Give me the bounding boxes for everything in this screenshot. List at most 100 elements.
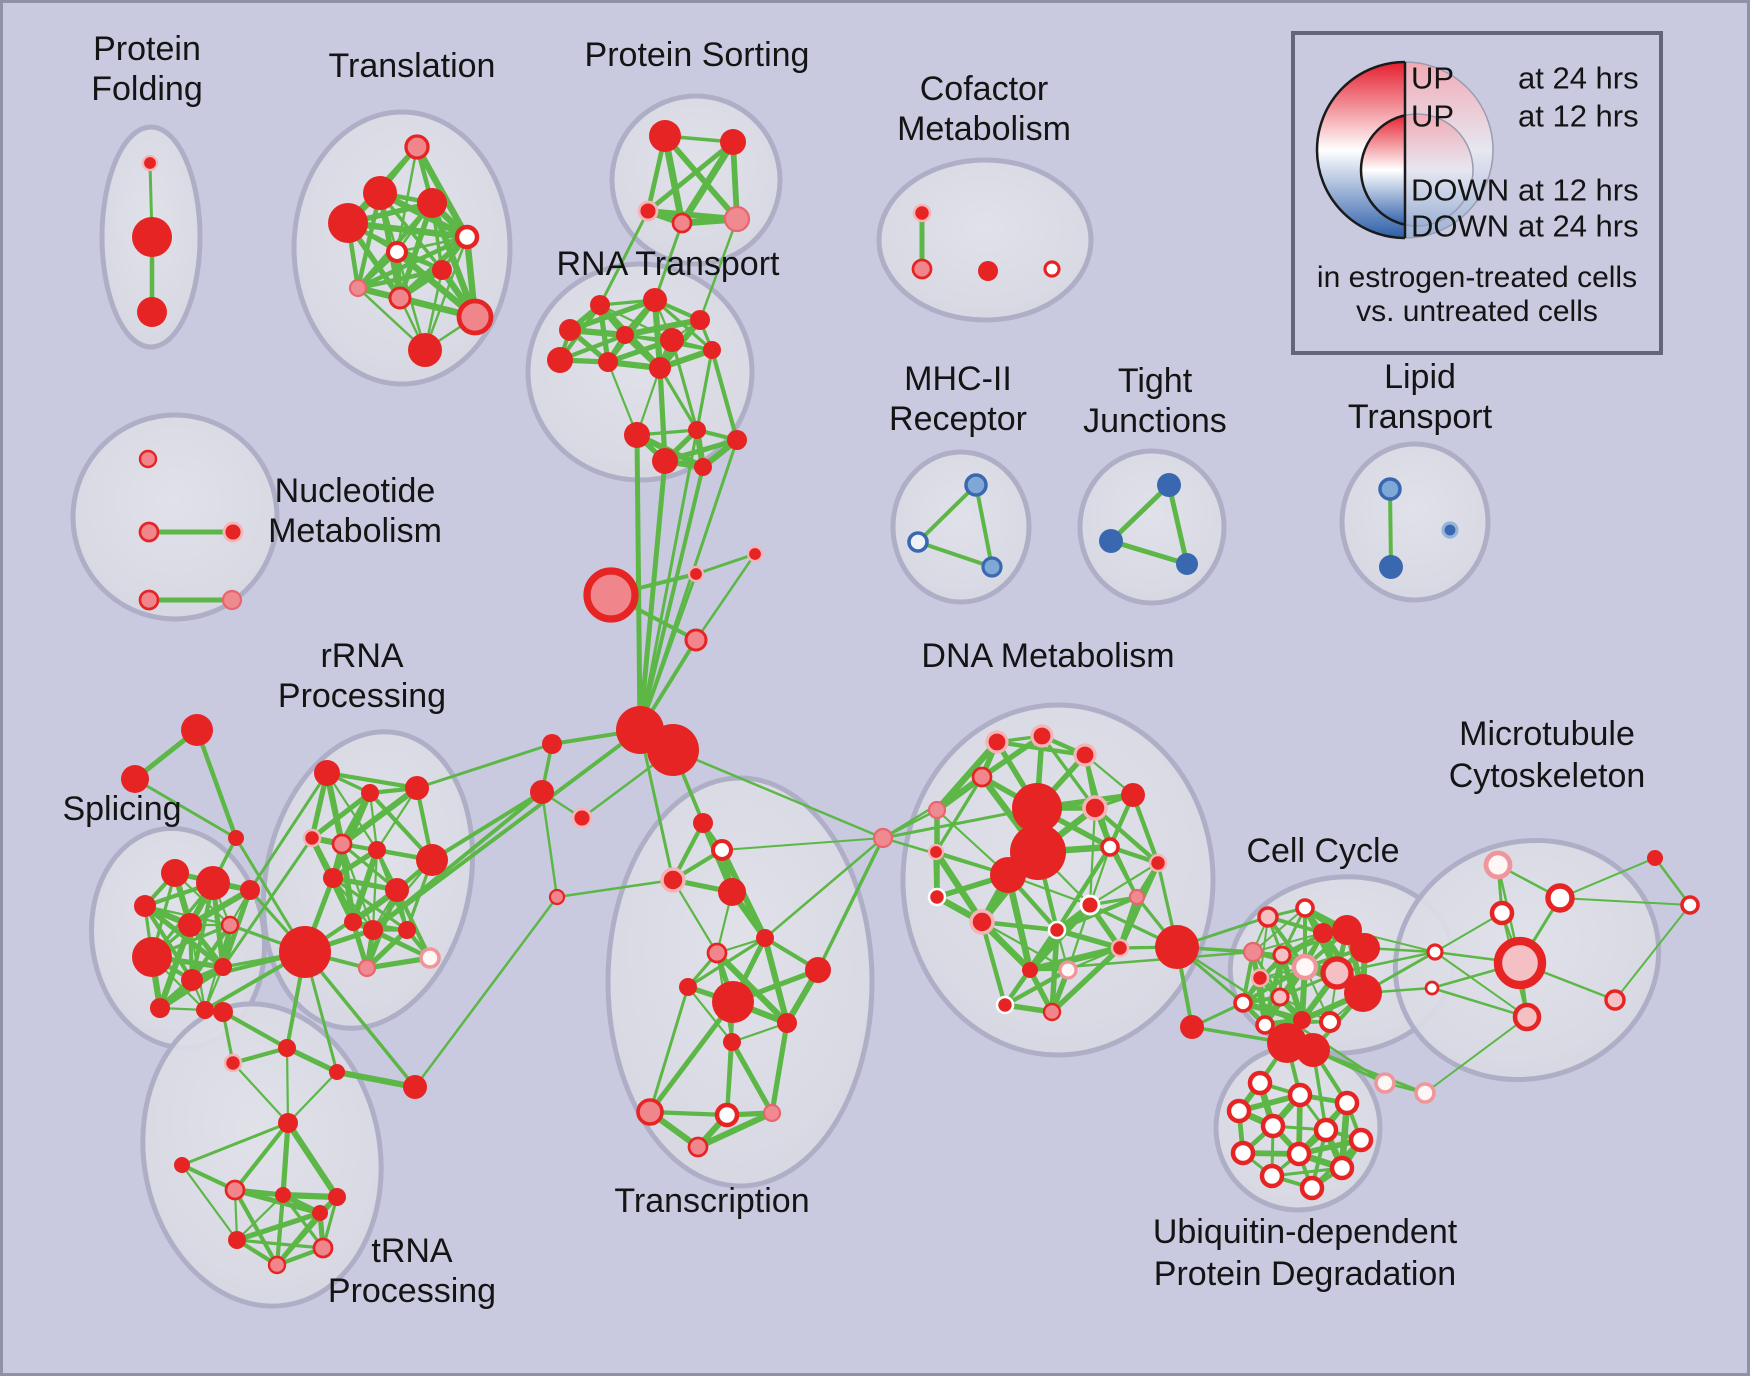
edge-dna [1054,927,1123,951]
cluster-label-rrna: Processing [278,677,446,715]
gene-set-node-dna-17 [1047,920,1067,940]
gene-set-node-trans-12 [714,1102,740,1128]
inter-cluster-edge [634,432,643,733]
gene-set-node-spl-1 [196,866,230,900]
gene-set-node-trans-11 [636,1098,664,1126]
edge-trans [713,949,791,1027]
inter-cluster-edge [637,458,668,733]
gene-set-node-rna-11 [688,421,706,439]
cluster-label-rna: RNA Transport [557,245,781,283]
gene-set-node-trna-13 [312,1205,328,1221]
gene-set-node-ft-0 [181,714,213,746]
inter-cluster-edge [881,836,1010,877]
cluster-ellipse-mhc [890,449,1032,605]
gene-set-node-link-1 [746,545,764,563]
legend: UP at 24 hrs UP at 12 hrs DOWN at 12 hrs DOWN a… [1291,31,1663,355]
edge-dna [979,733,1045,780]
edge-tra [355,267,445,291]
cluster-label-mt: Cytoskeleton [1449,757,1646,795]
inter-cluster-edge [1335,950,1437,975]
gene-set-node-ps-4 [671,212,693,234]
edge-trna [180,1163,239,1242]
gene-set-node-trna-6 [174,1157,190,1173]
cluster-label-pf: Protein [93,30,201,68]
edge-rna [606,360,639,437]
edge-tj [1108,538,1190,567]
gene-set-node-cof-0 [912,203,932,223]
edge-dna [1002,967,1071,1008]
gene-set-node-dna-6 [1082,795,1108,821]
gene-set-node-trans-3 [718,878,746,906]
gene-set-node-cc-0 [1257,906,1279,928]
gene-set-node-rna-2 [690,310,710,330]
gene-set-node-tra-7 [348,278,368,298]
edge-trna [180,1121,290,1167]
edge-rrna [340,842,375,932]
gene-set-node-link-2 [583,567,639,623]
gene-set-node-ub-10 [1259,1163,1285,1189]
cluster-label-mt: Microtubule [1459,715,1635,753]
gene-set-node-ft-2 [228,830,244,846]
inter-cluster-edge [816,836,885,972]
gene-set-node-tra-4 [454,224,480,250]
cluster-label-mhc: MHC-II [904,360,1012,398]
edge-trna [285,1046,290,1125]
gene-set-node-trna-7 [224,1179,246,1201]
edge-rrna [331,876,375,932]
gene-set-node-link-13 [1296,1033,1330,1067]
gene-set-node-dna-18 [1110,938,1130,958]
edge-mt [1559,897,1691,906]
edge-rrna [324,770,420,791]
gene-set-node-tra-5 [385,240,409,264]
gene-set-node-link-7 [530,780,554,804]
gene-set-node-rrna-12 [419,947,441,969]
gene-set-node-mt-6 [1604,989,1626,1011]
legend-time-0: at 24 hrs [1518,61,1639,96]
gene-set-node-dna-10 [990,857,1026,893]
edge-spl [189,922,233,983]
gene-set-node-tj-1 [1099,529,1123,553]
gene-set-node-rrna-5 [368,841,386,859]
cluster-ellipse-nuc [70,412,280,622]
gene-set-node-lip-2 [1379,555,1403,579]
inter-cluster-edge [763,836,885,940]
gene-set-node-rna-9 [649,357,671,379]
edge-trna [235,1193,285,1242]
gene-set-node-cc-14 [1293,1011,1311,1029]
gene-set-node-mhc-1 [907,531,929,553]
gene-set-node-rna-7 [547,347,573,373]
edge-ft [194,727,239,841]
gene-set-node-trna-11 [312,1237,334,1259]
edge-trna [279,1191,341,1201]
gene-set-node-spl-2 [134,895,156,917]
nodes-layer [121,120,1700,1275]
gene-set-node-ub-0 [1247,1070,1273,1096]
gene-set-node-link-5 [647,724,699,776]
gene-set-node-rrna-3 [302,828,322,848]
edge-mt [1559,857,1656,899]
edge-rna [695,348,714,432]
edge-dna [1092,805,1161,866]
gene-set-node-ub-3 [1226,1098,1252,1124]
inter-cluster-edge [698,217,739,322]
gene-set-node-dna-22 [995,995,1015,1015]
gene-set-node-mt-5 [1424,980,1440,996]
gene-set-node-spl-8 [214,958,232,976]
gene-set-node-dna-12 [1148,853,1168,873]
gene-set-node-rna-6 [703,341,721,359]
edge-trna [235,1238,325,1250]
edge-rrna [309,790,373,841]
legend-caption-line-2: vs. untreated cells [1356,295,1598,328]
inter-cluster-edge [1424,1016,1528,1094]
gene-set-node-ub-9 [1329,1155,1355,1181]
edge-trans [761,934,791,1027]
gene-set-node-spl-9 [150,998,170,1018]
edge-tj [1108,482,1172,544]
gene-set-node-cc-11 [1270,987,1290,1007]
gene-set-node-spl-7 [181,969,203,991]
gene-set-node-rna-13 [652,448,678,474]
edge-trna [284,1119,341,1201]
gene-set-node-rna-4 [616,326,634,344]
